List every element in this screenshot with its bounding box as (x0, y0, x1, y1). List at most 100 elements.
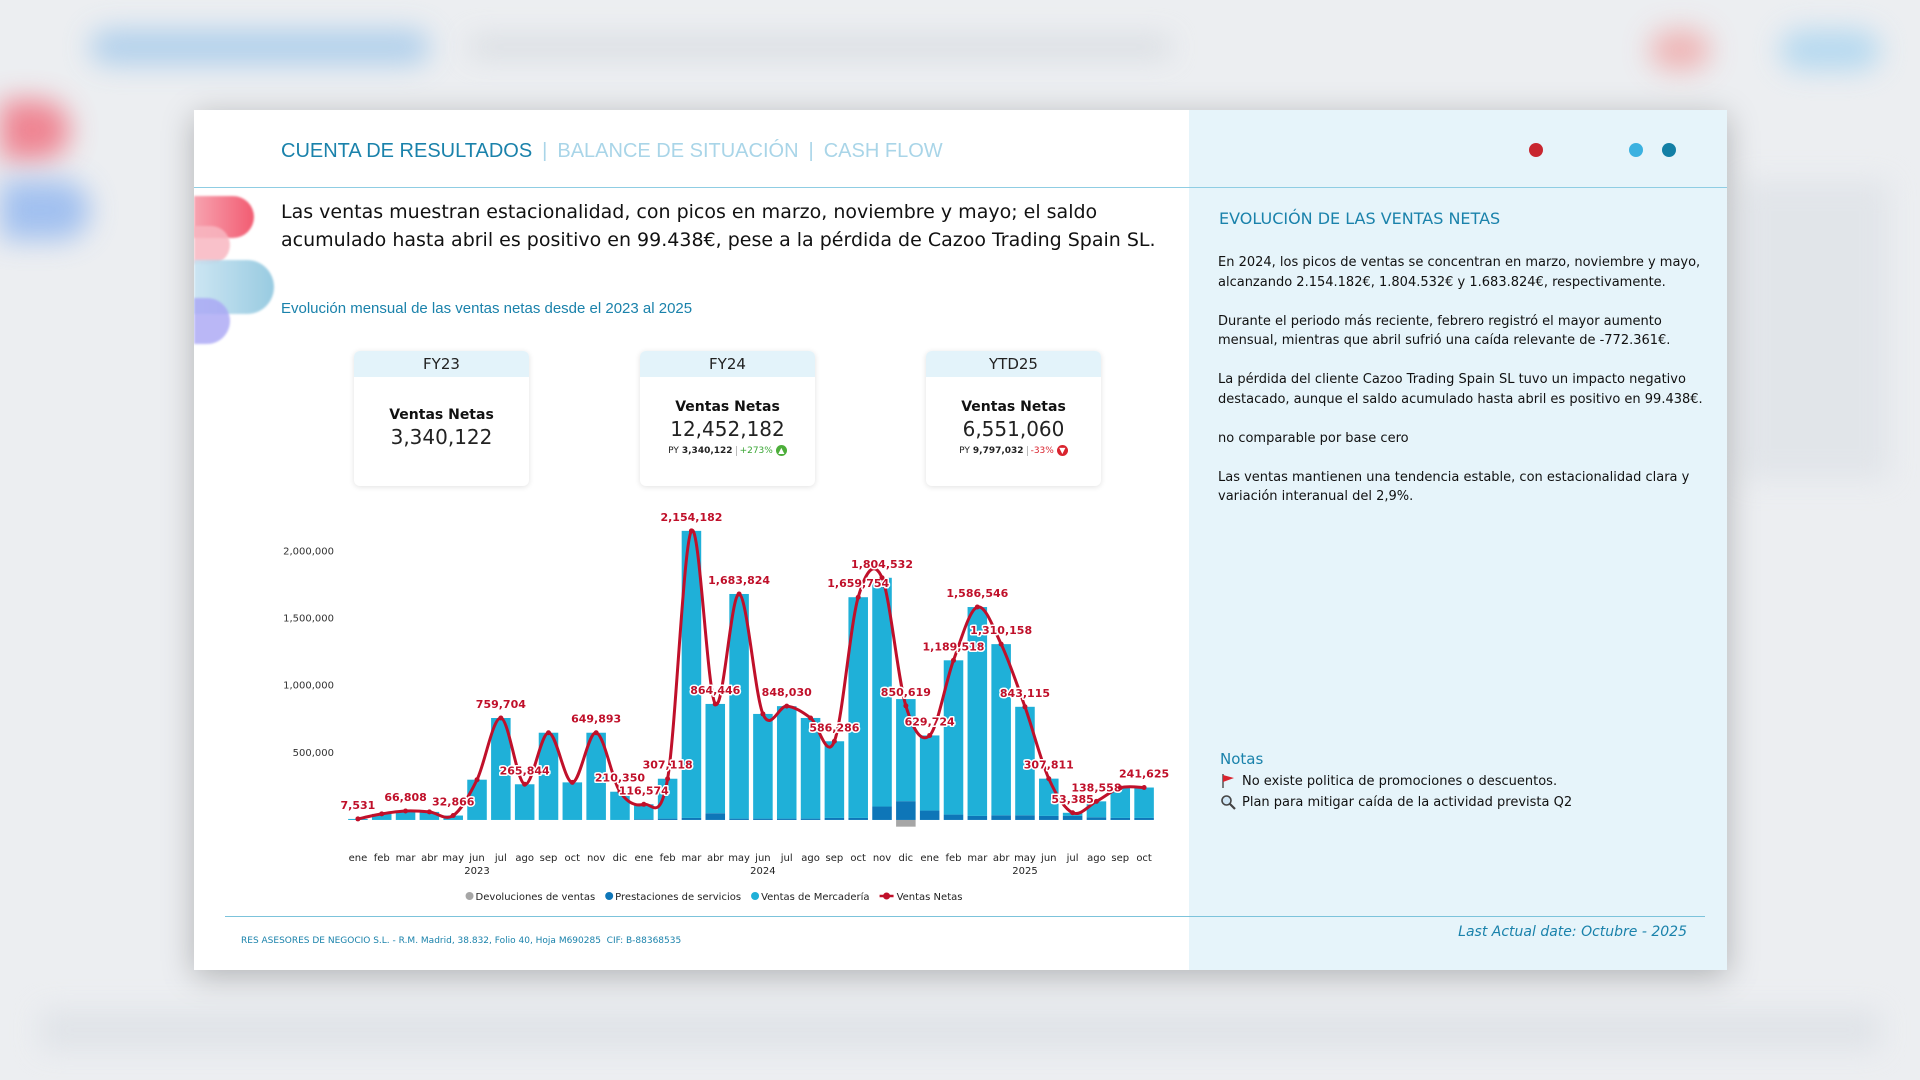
line-point (379, 811, 385, 817)
bar (1015, 815, 1035, 820)
legend-label: Devoluciones de ventas (476, 892, 596, 903)
status-dot[interactable] (1529, 143, 1543, 157)
bar (919, 810, 940, 820)
bar (729, 818, 749, 820)
bar (753, 818, 773, 820)
data-label: 843,115 (1000, 687, 1050, 700)
bar (562, 782, 583, 820)
bar (896, 699, 916, 802)
data-label: 138,558 (1071, 781, 1121, 794)
data-label: 1,804,532 (851, 558, 913, 571)
py-value: 9,797,032 (972, 445, 1024, 456)
data-label: 1,586,546 (946, 587, 1008, 600)
x-tick-label: mar (396, 853, 417, 864)
line-point (808, 715, 814, 721)
tab[interactable]: CASH FLOW (823, 140, 943, 162)
data-label: 1,189,518 (923, 640, 985, 653)
data-label: 116,574 (619, 784, 669, 797)
kpi-period: FY23 (354, 351, 529, 377)
bar (681, 817, 702, 820)
bar (1110, 817, 1131, 820)
data-label: 66,808 (384, 791, 426, 804)
bar (872, 577, 892, 807)
line-point (688, 528, 694, 534)
kpi-label: Ventas Netas (675, 399, 780, 415)
bar (1039, 815, 1059, 820)
kpi-value: 12,452,182 (670, 417, 785, 441)
kpi-label: Ventas Netas (961, 399, 1066, 415)
kpi-comparison: PY 9,797,032 -33% ▼ (926, 445, 1101, 456)
x-tick-label: ago (801, 853, 820, 864)
bar (848, 817, 868, 820)
x-tick-label: ago (515, 853, 534, 864)
data-label: 850,619 (881, 686, 931, 699)
x-tick-label: ago (1087, 853, 1106, 864)
y-tick-label: 500,000 (293, 748, 334, 759)
y-tick-label: 1,000,000 (283, 681, 334, 692)
kpi-card: FY23 Ventas Netas 3,340,122 (354, 351, 529, 486)
bar (395, 810, 416, 820)
line-point (498, 715, 504, 721)
bar (657, 818, 678, 820)
legend-item: Prestaciones de servicios (605, 892, 741, 903)
x-tick-label: jul (494, 853, 507, 864)
x-tick-label: jul (780, 853, 793, 864)
bar (705, 813, 726, 820)
blurred-background (40, 1010, 1880, 1050)
line-point (593, 730, 599, 736)
line-point (927, 732, 933, 738)
bar (848, 597, 868, 818)
data-label: 32,866 (432, 796, 475, 809)
tab-bar: CUENTA DE RESULTADOS | BALANCE DE SITUACIÓ… (281, 140, 943, 163)
paragraph: En 2024, los picos de ventas se concentr… (1218, 255, 1701, 290)
paragraph: Durante el periodo más reciente, febrero… (1218, 313, 1671, 349)
bar (371, 813, 392, 820)
note: No existe politica de promociones o desc… (1220, 773, 1557, 789)
kpi-card: YTD25 Ventas Netas 6,551,060 PY 9,797,03… (926, 351, 1101, 486)
legend-item: Ventas Netas (879, 892, 963, 903)
bar (491, 717, 511, 820)
x-tick-label: feb (660, 853, 676, 864)
blurred-background (0, 100, 70, 160)
paragraph: Las ventas mantienen una tendencia estab… (1218, 469, 1690, 505)
status-dot[interactable] (1662, 143, 1676, 157)
line-point (712, 701, 718, 707)
line-point (1022, 704, 1028, 710)
bar (872, 806, 892, 820)
line-point (1117, 785, 1123, 791)
bar (1086, 817, 1107, 820)
search-icon (1221, 795, 1236, 810)
data-label: 1,310,158 (970, 624, 1032, 637)
line-point (736, 591, 742, 597)
line-point (641, 801, 647, 807)
bar (776, 706, 797, 819)
blurred-background (470, 38, 1170, 56)
bar (991, 644, 1011, 816)
x-tick-label: ene (349, 853, 368, 864)
bar (800, 818, 821, 820)
status-dot[interactable] (1629, 143, 1643, 157)
legend-label: Ventas Netas (897, 892, 963, 903)
bar (800, 717, 821, 819)
legend: Devoluciones de ventas Prestaciones de se… (465, 891, 963, 903)
tab[interactable]: CUENTA DE RESULTADOS (281, 140, 533, 162)
line-point (355, 816, 361, 822)
paragraph: La pérdida del cliente Cazoo Trading Spa… (1218, 372, 1703, 407)
tab[interactable]: BALANCE DE SITUACIÓN (557, 140, 799, 162)
last-actual-date: Last Actual date: Octubre - 2025 (1458, 924, 1687, 940)
bar (1015, 706, 1035, 816)
legend-label: Prestaciones de servicios (615, 892, 741, 903)
bar (419, 811, 440, 820)
data-label: 241,625 (1119, 768, 1169, 781)
paragraph: no comparable por base cero (1218, 430, 1409, 446)
data-label: 7,531 (341, 799, 376, 812)
kpi-label: Ventas Netas (389, 407, 494, 423)
line-point (1046, 776, 1052, 782)
bar (634, 819, 654, 820)
py-value: 3,340,122 (681, 445, 733, 456)
line-point (474, 777, 480, 783)
x-tick-label: jun (754, 853, 770, 864)
line-point (784, 703, 790, 709)
tab-separator: | (808, 140, 814, 162)
